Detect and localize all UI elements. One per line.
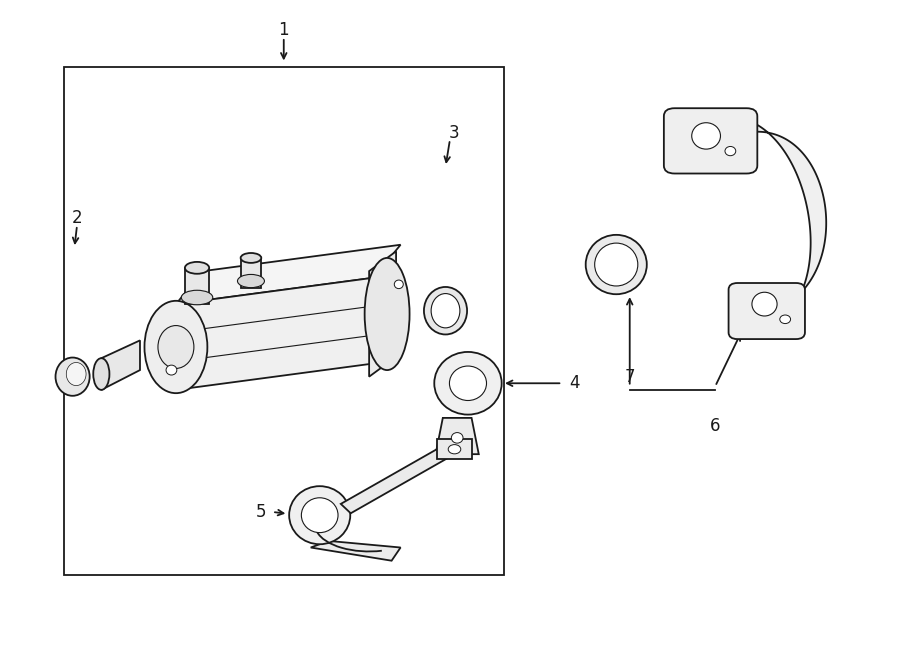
Text: 6: 6 <box>710 417 720 435</box>
Ellipse shape <box>67 362 86 385</box>
Ellipse shape <box>166 365 176 375</box>
Ellipse shape <box>692 123 721 149</box>
FancyBboxPatch shape <box>664 108 757 174</box>
Polygon shape <box>102 340 140 390</box>
Ellipse shape <box>424 287 467 334</box>
Text: 4: 4 <box>569 374 580 392</box>
Ellipse shape <box>394 280 403 289</box>
Text: 5: 5 <box>256 503 266 521</box>
Polygon shape <box>741 118 826 315</box>
Ellipse shape <box>431 293 460 328</box>
Polygon shape <box>341 445 455 514</box>
Ellipse shape <box>240 253 261 263</box>
Ellipse shape <box>181 290 212 305</box>
Ellipse shape <box>145 301 207 393</box>
Text: 1: 1 <box>278 21 289 40</box>
Ellipse shape <box>449 366 487 401</box>
Bar <box>64 67 504 574</box>
Ellipse shape <box>725 147 736 156</box>
Ellipse shape <box>779 315 790 324</box>
Ellipse shape <box>238 274 265 288</box>
Polygon shape <box>437 440 472 459</box>
Text: 2: 2 <box>72 210 83 227</box>
FancyBboxPatch shape <box>729 283 805 339</box>
Ellipse shape <box>364 258 410 370</box>
Polygon shape <box>240 258 261 288</box>
Ellipse shape <box>752 292 777 316</box>
Polygon shape <box>369 251 396 377</box>
Polygon shape <box>310 541 400 561</box>
Polygon shape <box>176 245 400 304</box>
Ellipse shape <box>184 262 209 274</box>
Ellipse shape <box>586 235 647 294</box>
Ellipse shape <box>56 358 90 396</box>
Ellipse shape <box>451 432 463 443</box>
Text: 7: 7 <box>625 368 635 385</box>
Polygon shape <box>436 418 479 454</box>
Ellipse shape <box>595 243 638 286</box>
Ellipse shape <box>435 352 501 414</box>
Polygon shape <box>184 268 209 304</box>
Ellipse shape <box>158 326 194 368</box>
Ellipse shape <box>94 358 110 390</box>
Ellipse shape <box>289 486 350 544</box>
Polygon shape <box>176 278 374 390</box>
Ellipse shape <box>448 445 461 454</box>
Text: 3: 3 <box>449 124 460 141</box>
Ellipse shape <box>302 498 338 533</box>
